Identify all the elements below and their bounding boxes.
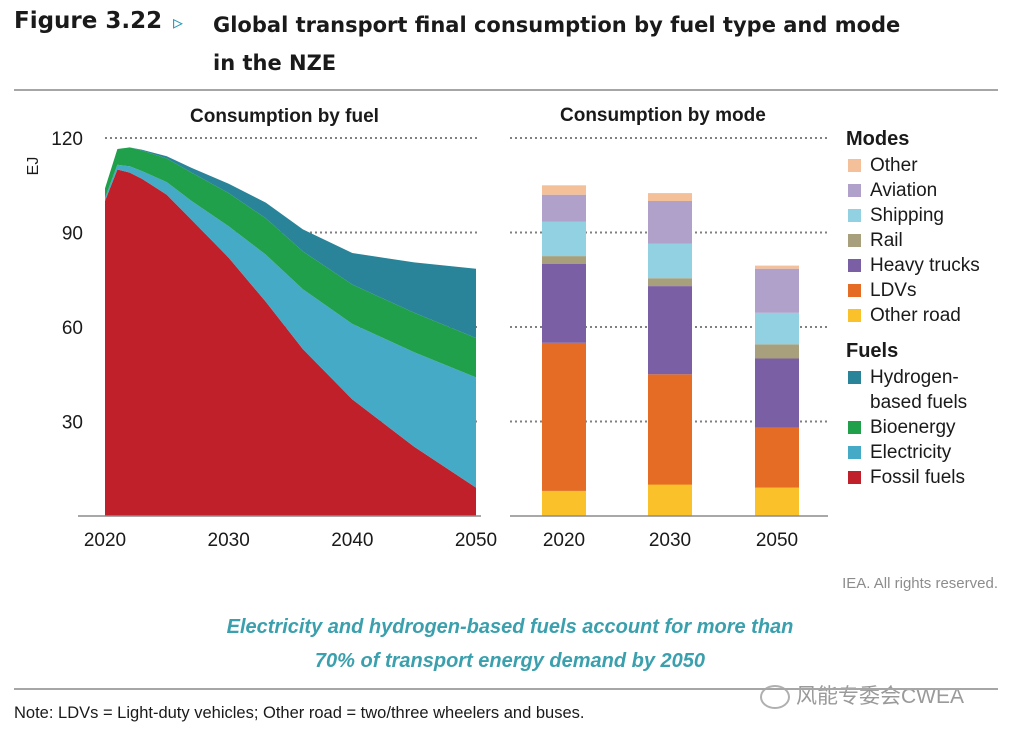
watermark-text: 风能专委会CWEA [796, 685, 964, 708]
legend-modes-list: Other Aviation Shipping Rail Heavy trucks LDV… [846, 153, 980, 328]
legend-label-ldvs: LDVs [870, 280, 917, 301]
mode-bar-chart: 2020 2030 2050 [510, 137, 828, 551]
panel-title-fuel: Consumption by fuel [190, 106, 379, 127]
legend-swatch-hydrogen-based-fuels [848, 371, 861, 384]
legend-item-fossil-fuels: Fossil fuels [846, 465, 980, 490]
watermark: 风能专委会CWEA [760, 680, 964, 710]
fuel-area-electricity [105, 164, 476, 488]
figure-label: Figure 3.22 [14, 8, 163, 34]
figure-arrow-icon: ▹ [173, 12, 184, 34]
legend-label-other: Other [870, 155, 918, 176]
legend-swatch-shipping [848, 209, 861, 222]
fuel-ytick-60: 60 [62, 318, 83, 339]
legend-label-fossil-fuels: Fossil fuels [870, 467, 966, 488]
legend-label-heavy-trucks: Heavy trucks [870, 255, 980, 276]
mode-bar-2020-ldvs [542, 342, 586, 491]
mode-bar-2020-rail [542, 256, 586, 264]
mode-xtick-2050: 2050 [756, 530, 798, 551]
caption-line2: 70% of transport energy demand by 2050 [314, 650, 706, 672]
bottom-rule [14, 688, 998, 690]
panel-title-mode: Consumption by mode [560, 105, 766, 126]
figure-title-line1: Global transport final consumption by fu… [213, 13, 901, 37]
fuel-ytick-30: 30 [62, 413, 83, 434]
legend-label-bioenergy: Bioenergy [870, 417, 956, 438]
legend-item-other: Other [846, 153, 980, 178]
legend-label-rail: Rail [870, 230, 903, 251]
fuel-xtick-2050: 2050 [455, 530, 497, 551]
legend-item-other-road: Other road [846, 303, 980, 328]
caption-line1: Electricity and hydrogen-based fuels acc… [226, 616, 794, 638]
fuel-area-bioenergy [105, 147, 476, 378]
mode-bar-2030-rail [648, 278, 692, 287]
legend-swatch-ldvs [848, 284, 861, 297]
mode-bar-2050-rail [755, 344, 799, 359]
mode-bar-2020-shipping [542, 221, 586, 257]
mode-bar-2030-heavy-trucks [648, 286, 692, 375]
legend-swatch-rail [848, 234, 861, 247]
legend-label-hydrogen-based-fuels: Hydrogen-based fuels [870, 367, 968, 413]
legend-label-shipping: Shipping [870, 205, 944, 226]
legend-fuels-list: Hydrogen-based fuels Bioenergy Electricity… [846, 365, 980, 490]
mode-bar-2050-other-road [755, 487, 799, 516]
legend-swatch-other-road [848, 309, 861, 322]
mode-bar-2050-other [755, 265, 799, 269]
caption: Electricity and hydrogen-based fuels acc… [150, 610, 870, 678]
mode-xtick-2020: 2020 [543, 530, 585, 551]
mode-xtick-2030: 2030 [649, 530, 691, 551]
footnote: Note: LDVs = Light-duty vehicles; Other … [14, 704, 585, 722]
legend: Modes Other Aviation Shipping Rail Heavy tru… [846, 128, 980, 490]
mode-bar-2050-shipping [755, 312, 799, 345]
legend-swatch-heavy-trucks [848, 259, 861, 272]
legend-modes-title: Modes [846, 128, 910, 150]
legend-swatch-other [848, 159, 861, 172]
mode-bar-2030-ldvs [648, 374, 692, 485]
legend-label-electricity: Electricity [870, 442, 952, 463]
fuel-xtick-2020: 2020 [84, 530, 126, 551]
fuel-ytick-90: 90 [62, 224, 83, 245]
fuel-area-chart: 30 60 90 120 EJ 2020 2030 2040 2050 [25, 129, 497, 551]
top-rule [14, 89, 998, 91]
legend-item-bioenergy: Bioenergy [846, 415, 980, 440]
mode-bar-2050-ldvs [755, 427, 799, 488]
fuel-ylabel: EJ [25, 157, 42, 176]
legend-item-ldvs: LDVs [846, 278, 980, 303]
legend-swatch-fossil-fuels [848, 471, 861, 484]
mode-bar-2020-aviation [542, 194, 586, 222]
fuel-xtick-2030: 2030 [208, 530, 250, 551]
mode-bar-2020-other [542, 185, 586, 195]
fuel-ytick-120: 120 [51, 129, 83, 150]
mode-bar-2030-shipping [648, 243, 692, 279]
mode-bar-2050-heavy-trucks [755, 358, 799, 428]
wechat-icon [760, 685, 790, 710]
figure-title: Global transport final consumption by fu… [213, 6, 973, 82]
legend-item-heavy-trucks: Heavy trucks [846, 253, 980, 278]
fuel-xtick-2040: 2040 [331, 530, 373, 551]
mode-bar-2020-other-road [542, 490, 586, 516]
figure-title-line2: in the NZE [213, 51, 337, 75]
legend-label-other-road: Other road [870, 305, 961, 326]
mode-bar-2030-aviation [648, 201, 692, 244]
legend-item-hydrogen-based-fuels: Hydrogen-based fuels [846, 365, 980, 415]
mode-bar-2030-other-road [648, 484, 692, 516]
mode-bar-2050-aviation [755, 268, 799, 313]
rights-notice: IEA. All rights reserved. [842, 575, 998, 592]
mode-bar-2030-other [648, 193, 692, 201]
legend-item-rail: Rail [846, 228, 980, 253]
legend-fuels-title: Fuels [846, 340, 899, 362]
legend-label-aviation: Aviation [870, 180, 938, 201]
legend-swatch-aviation [848, 184, 861, 197]
legend-item-electricity: Electricity [846, 440, 980, 465]
legend-item-aviation: Aviation [846, 178, 980, 203]
mode-bar-2020-heavy-trucks [542, 264, 586, 343]
legend-swatch-bioenergy [848, 421, 861, 434]
legend-swatch-electricity [848, 446, 861, 459]
fuel-area-hydrogen-based-fuels [105, 147, 476, 338]
fuel-area-fossil-fuels [105, 169, 476, 516]
legend-item-shipping: Shipping [846, 203, 980, 228]
